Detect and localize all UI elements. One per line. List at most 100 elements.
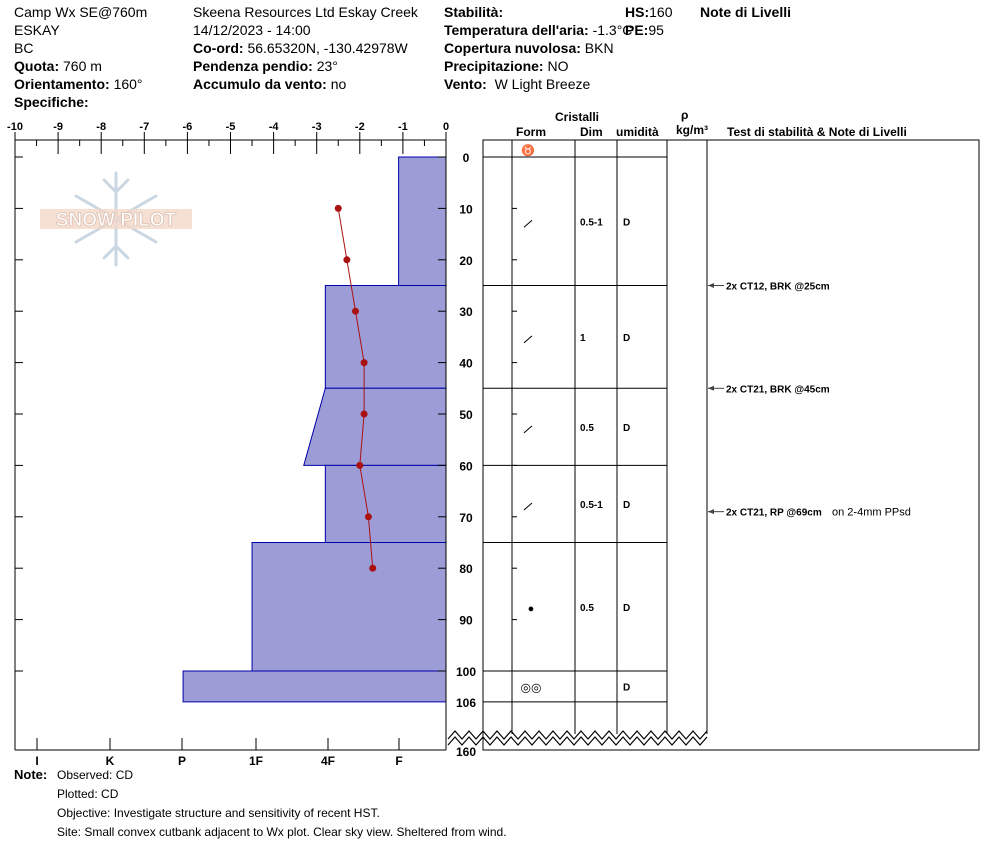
- aspect: Orientamento: 160°: [14, 76, 143, 92]
- temperature-profile-line: [337, 208, 374, 569]
- temp-tick-label-0: -10: [7, 121, 23, 133]
- layer-dim-1: 1: [580, 333, 586, 344]
- test-arrow-head-2: [708, 509, 714, 515]
- temperature-point-2: [351, 307, 359, 315]
- region-name: BC: [14, 40, 34, 56]
- temp-tick-label-1: -9: [53, 121, 63, 133]
- temp-tick-label-7: -3: [312, 121, 322, 133]
- layer-wetness-3: D: [623, 500, 630, 511]
- layer-form-5: ◎◎: [521, 680, 542, 694]
- depth-label-3: 30: [459, 305, 473, 319]
- wind: Vento: W Light Breeze: [444, 76, 591, 92]
- layer-form-1: [523, 335, 533, 344]
- temp-tick-label-4: -6: [183, 121, 193, 133]
- depth-label-9: 90: [459, 614, 473, 628]
- hardness-layer-1: [324, 285, 447, 389]
- layer-dim-3: 0.5-1: [580, 500, 603, 511]
- note-observed: Observed: CD: [57, 768, 134, 782]
- layer-form-3: [523, 502, 533, 511]
- layer-form-0: [523, 219, 533, 228]
- form-header: Form: [516, 125, 546, 139]
- temperature-point-5: [356, 461, 364, 469]
- dim-header: Dim: [580, 125, 603, 139]
- stability-test-1: 2x CT21, BRK @45cm: [726, 384, 830, 395]
- hardness-layer-3: [324, 464, 447, 543]
- hardness-label-1: K: [106, 754, 115, 768]
- temp-tick-label-5: -5: [226, 121, 236, 133]
- layer-notes-title: Note di Livelli: [700, 4, 792, 20]
- hardness-label-2: P: [178, 754, 186, 768]
- specifics-label: Specifiche:: [14, 94, 89, 110]
- note-plotted: Plotted: CD: [57, 787, 119, 801]
- note-objective: Objective: Investigate structure and sen…: [57, 806, 380, 820]
- layer-form-4: ●: [528, 603, 535, 615]
- surface-form-symbol: ♉: [521, 144, 535, 157]
- coordinates: Co-ord: 56.65320N, -130.42978W: [193, 40, 408, 56]
- layer-wetness-4: D: [623, 603, 630, 614]
- density-unit-header: kg/m³: [676, 123, 709, 137]
- tests-header: Test di stabilità & Note di Livelli: [727, 125, 907, 139]
- operation-name: Skeena Resources Ltd Eskay Creek: [193, 4, 418, 20]
- temperature-point-7: [369, 564, 377, 572]
- stability-label: Stabilità:: [444, 4, 504, 20]
- temp-tick-label-10: 0: [443, 121, 449, 133]
- depth-label-7: 70: [459, 511, 473, 525]
- depth-label-11: 106: [456, 696, 476, 710]
- temp-tick-label-9: -1: [398, 121, 408, 133]
- hardness-layer-0: [398, 156, 447, 286]
- layer-dim-0: 0.5-1: [580, 217, 603, 228]
- temperature-point-0: [334, 204, 342, 212]
- layer-form-2: [523, 425, 533, 434]
- temperature-point-3: [360, 359, 368, 367]
- stability-test-note-2: on 2-4mm PPsd: [832, 507, 911, 519]
- snow-height: HS:160: [625, 4, 673, 20]
- temperature-point-1: [343, 256, 351, 264]
- hardness-label-4: 4F: [321, 754, 335, 768]
- stability-test-2: 2x CT21, RP @69cm: [726, 508, 822, 519]
- crystals-header: Cristalli: [555, 110, 600, 124]
- elevation: Quota: 760 m: [14, 58, 102, 74]
- logo-text: SNOW PILOT: [56, 210, 177, 231]
- layer-wetness-1: D: [623, 333, 630, 344]
- site-name: Camp Wx SE@760m: [14, 4, 148, 20]
- observation-datetime: 14/12/2023 - 14:00: [193, 22, 311, 38]
- penetration: PE:95: [625, 22, 664, 38]
- depth-label-2: 20: [459, 254, 473, 268]
- depth-break-line-bottom: [447, 736, 708, 746]
- humidity-header: umidità: [616, 125, 659, 139]
- cloud-cover: Copertura nuvolosa: BKN: [444, 40, 614, 56]
- layer-table-frame: [482, 139, 980, 751]
- temp-tick-label-2: -8: [96, 121, 106, 133]
- wind-loading: Accumulo da vento: no: [193, 76, 347, 92]
- precipitation: Precipitazione: NO: [444, 58, 569, 74]
- depth-label-5: 50: [459, 408, 473, 422]
- test-arrow-head-1: [708, 385, 714, 391]
- depth-label-1: 10: [459, 202, 473, 216]
- temperature-point-6: [364, 513, 372, 521]
- layer-wetness-0: D: [623, 217, 630, 228]
- depth-label-10: 100: [456, 665, 476, 679]
- depth-break-line-top: [447, 730, 708, 740]
- depth-label-0: 0: [463, 151, 470, 165]
- temp-tick-label-6: -4: [269, 121, 280, 133]
- hardness-label-3: 1F: [249, 754, 263, 768]
- temp-tick-label-3: -7: [139, 121, 149, 133]
- stability-test-0: 2x CT12, BRK @25cm: [726, 282, 830, 293]
- layer-wetness-5: D: [623, 682, 630, 693]
- note-site: Site: Small convex cutbank adjacent to W…: [57, 825, 507, 839]
- note-label: Note:: [14, 767, 48, 782]
- hardness-layer-2: [303, 387, 447, 466]
- depth-label-4: 40: [459, 357, 473, 371]
- hardness-layer-4: [251, 542, 447, 672]
- layer-dim-4: 0.5: [580, 603, 594, 614]
- air-temperature: Temperatura dell'aria: -1.3°C: [444, 22, 633, 38]
- area-name: ESKAY: [14, 22, 60, 38]
- depth-label-8: 80: [459, 562, 473, 576]
- rho-header: ρ: [681, 108, 689, 122]
- depth-label-6: 60: [459, 459, 473, 473]
- hardness-label-5: F: [395, 754, 402, 768]
- hardness-label-0: I: [35, 754, 38, 768]
- depth-label-bottom: 160: [456, 745, 476, 759]
- slope-angle: Pendenza pendio: 23°: [193, 58, 338, 74]
